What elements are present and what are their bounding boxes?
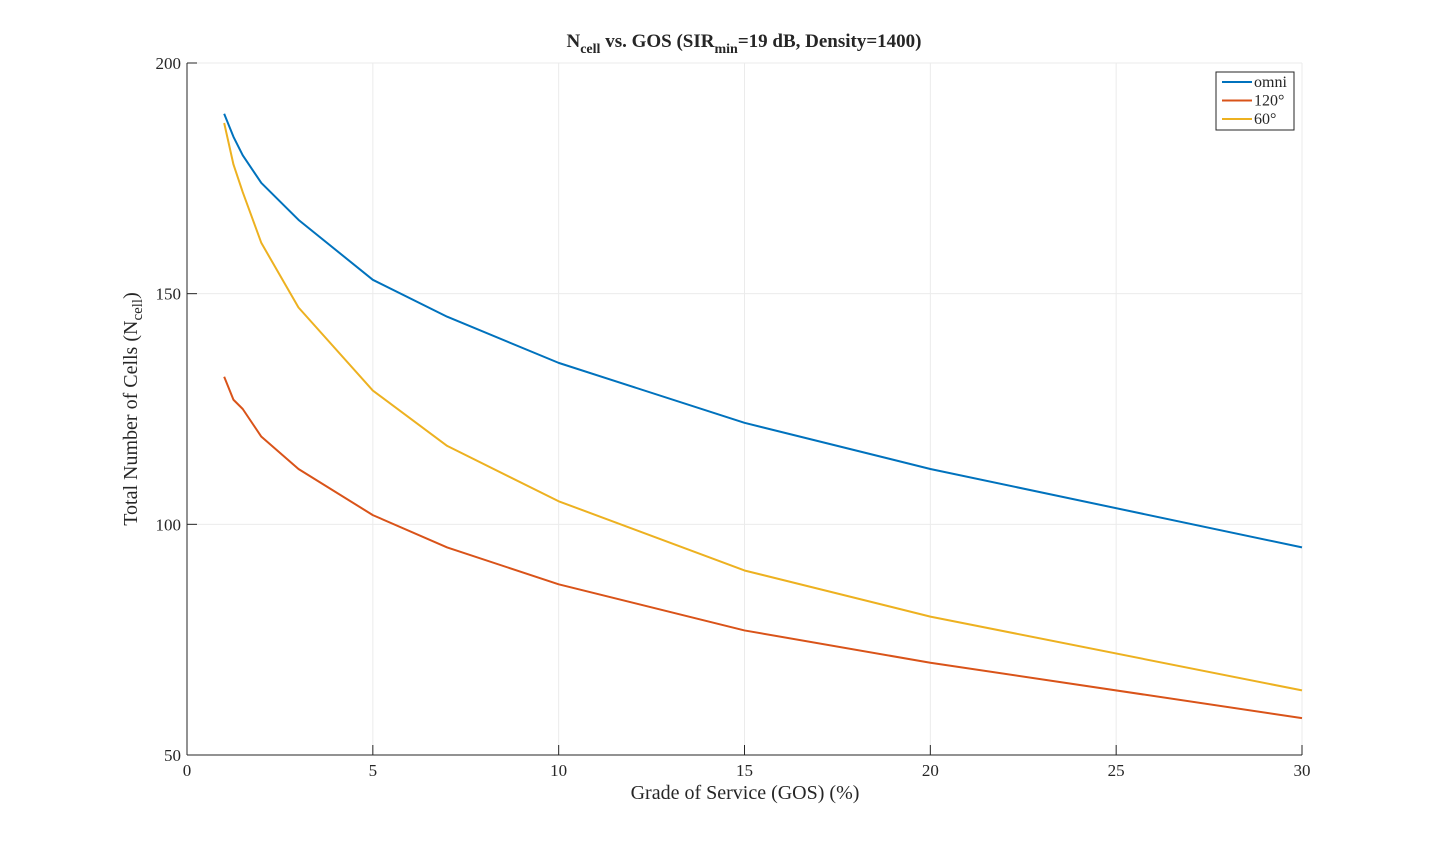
- y-tick-label: 100: [156, 515, 182, 534]
- legend-label: omni: [1254, 74, 1287, 91]
- x-tick-label: 25: [1108, 761, 1125, 780]
- y-tick-label: 200: [156, 54, 182, 73]
- y-tick-label: 50: [164, 746, 181, 765]
- legend: omni 120°60°: [1215, 71, 1295, 131]
- legend-label: 120°: [1254, 93, 1284, 110]
- y-ticks: 50 100 150 200: [156, 54, 197, 765]
- x-tick-label: 20: [922, 761, 939, 780]
- y-axis-label: Total Number of Cells (Ncell): [120, 292, 146, 526]
- x-tick-label: 10: [550, 761, 567, 780]
- y-tick-label: 150: [156, 285, 182, 304]
- chart-title: Ncell vs. GOS (SIRmin=19 dB, Density=140…: [566, 31, 921, 57]
- x-tick-label: 5: [369, 761, 378, 780]
- legend-label: 60°: [1254, 111, 1276, 128]
- series-line-2: [223, 122, 1303, 692]
- x-axis-label: Grade of Service (GOS) (%): [631, 782, 860, 804]
- series-lines: [223, 113, 1303, 720]
- x-ticks: 0 5 10 15 20 25 30: [183, 745, 1311, 780]
- x-tick-label: 30: [1294, 761, 1311, 780]
- x-tick-label: 0: [183, 761, 192, 780]
- series-line-1: [223, 376, 1303, 720]
- series-line-0: [223, 113, 1303, 549]
- x-tick-label: 15: [736, 761, 753, 780]
